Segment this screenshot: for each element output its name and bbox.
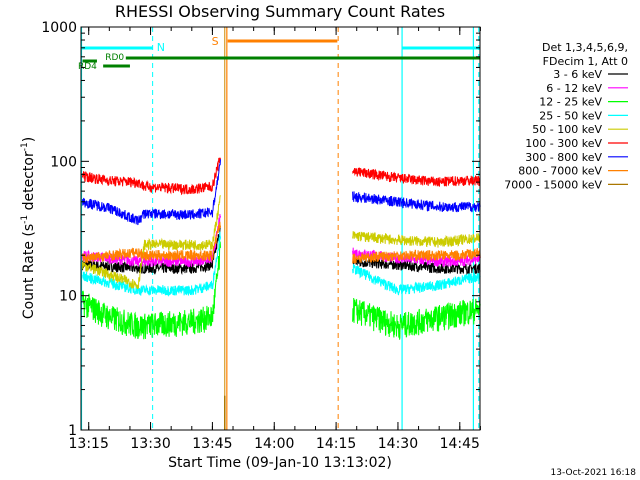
series-7-post [352, 247, 481, 264]
legend-label-7: 800 - 7000 keV [518, 165, 602, 178]
series-3-pre [82, 231, 221, 297]
x-tick-label-5: 14:30 [378, 436, 418, 452]
night-label: N [157, 41, 165, 54]
series-layer [82, 157, 481, 430]
y-tick-label-3: 1000 [41, 20, 77, 36]
series-7-pre [82, 221, 221, 264]
legend-label-5: 100 - 300 keV [525, 137, 602, 150]
x-axis-label: Start Time (09-Jan-10 13:13:02) [168, 455, 392, 471]
legend-label-8: 7000 - 15000 keV [504, 178, 602, 191]
y-label-end: ) [21, 137, 37, 142]
legend-label-6: 300 - 800 keV [525, 151, 602, 164]
series-5-pre [82, 157, 221, 196]
y-axis-ticks: 1 10 100 1000 [41, 20, 480, 439]
series-2-post [352, 297, 481, 340]
legend-header-1: Det 1,3,4,5,6,9, [542, 41, 628, 54]
y-axis-label: Count Rate (s-1 detector-1) [20, 137, 37, 319]
legend-header-2: FDecim 1, Att 0 [543, 55, 628, 68]
footer-date: 13-Oct-2021 16:18 [551, 468, 637, 478]
series-6-pre [82, 159, 221, 226]
y-label-main: Count Rate (s [21, 224, 37, 319]
chart-title: RHESSI Observing Summary Count Rates [115, 2, 445, 21]
legend-label-2: 12 - 25 keV [539, 96, 602, 109]
series-5-post [352, 167, 481, 188]
x-tick-label-4: 14:15 [316, 436, 356, 452]
annotation-layer: N S RD0 RD4 [78, 27, 480, 430]
y-label-mid: detector [21, 151, 37, 215]
legend-label-4: 50 - 100 keV [532, 123, 602, 136]
x-tick-label-2: 13:45 [192, 436, 232, 452]
rd4-label: RD4 [78, 62, 97, 72]
y-label-sup1: -1 [20, 215, 30, 224]
x-axis-ticks: 13:15 13:30 13:45 14:00 14:15 14:30 14:45 [69, 27, 481, 452]
series-4-pre [82, 195, 221, 290]
series-0-pre [82, 225, 221, 276]
y-tick-label-2: 100 [50, 154, 77, 170]
series-3-post [352, 264, 481, 296]
legend-label-1: 6 - 12 keV [546, 82, 602, 95]
y-label-sup2: -1 [20, 142, 30, 151]
y-tick-label-0: 1 [68, 423, 77, 439]
rd0-label: RD0 [105, 53, 124, 63]
y-tick-label-1: 10 [59, 289, 77, 305]
plot-frame [80, 26, 481, 431]
x-tick-label-1: 13:30 [130, 436, 170, 452]
x-tick-label-6: 14:45 [440, 436, 480, 452]
series-6-post [352, 191, 481, 213]
saa-label: S [212, 35, 219, 48]
series-4-post [352, 231, 481, 248]
legend-label-0: 3 - 6 keV [553, 68, 602, 81]
series-2-pre [82, 241, 221, 340]
legend-label-3: 25 - 50 keV [539, 109, 602, 122]
x-tick-label-3: 14:00 [254, 436, 294, 452]
x-tick-label-0: 13:15 [69, 436, 109, 452]
